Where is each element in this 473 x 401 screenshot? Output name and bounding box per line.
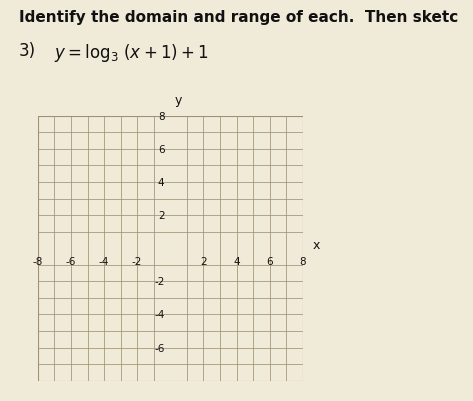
- Text: -6: -6: [154, 343, 165, 353]
- Text: -6: -6: [66, 256, 76, 266]
- Text: 2: 2: [158, 211, 165, 221]
- Text: Identify the domain and range of each.  Then sketc: Identify the domain and range of each. T…: [19, 10, 458, 25]
- Text: -2: -2: [132, 256, 142, 266]
- Text: x: x: [313, 238, 320, 251]
- Text: $y = \log_{3}\,(x + 1) + 1$: $y = \log_{3}\,(x + 1) + 1$: [54, 42, 209, 64]
- Text: -2: -2: [154, 277, 165, 287]
- Text: 6: 6: [266, 256, 273, 266]
- Text: -4: -4: [154, 310, 165, 320]
- Text: 2: 2: [200, 256, 207, 266]
- Text: y: y: [175, 93, 182, 107]
- Text: 3): 3): [19, 42, 36, 60]
- Text: 6: 6: [158, 144, 165, 154]
- Text: 4: 4: [233, 256, 240, 266]
- Text: 4: 4: [158, 178, 165, 188]
- Text: -8: -8: [33, 256, 43, 266]
- Text: -4: -4: [99, 256, 109, 266]
- Text: 8: 8: [299, 256, 306, 266]
- Text: 8: 8: [158, 111, 165, 122]
